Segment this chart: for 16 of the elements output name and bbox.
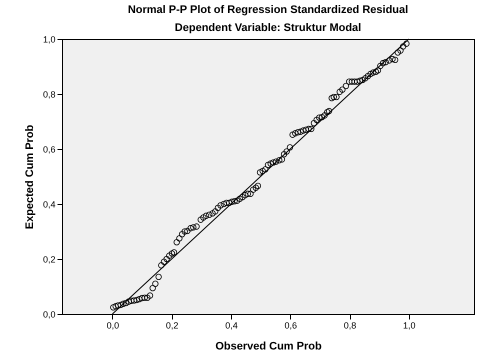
x-axis-title: Observed Cum Prob	[215, 340, 322, 352]
y-tick-label: 0,6	[42, 144, 56, 154]
x-tick-label: 0,0	[106, 320, 120, 330]
chart-title: Normal P-P Plot of Regression Standardized Residual	[128, 4, 408, 16]
chart-subtitle: Dependent Variable: Struktur Modal	[174, 22, 362, 34]
x-tick-label: 0,6	[284, 320, 297, 330]
y-tick-label: 0,4	[42, 200, 56, 210]
x-tick-label: 0,4	[225, 320, 238, 330]
x-tick-label: 0,8	[344, 320, 356, 330]
y-tick-label: 1,0	[42, 34, 56, 44]
x-tick-label: 1,0	[403, 320, 416, 330]
x-tick-label: 0,2	[166, 320, 178, 330]
y-axis-title: Expected Cum Prob	[24, 124, 36, 230]
y-tick-label: 0,8	[42, 90, 56, 100]
y-tick-label: 0,0	[42, 310, 56, 320]
y-tick-label: 0,2	[42, 254, 56, 264]
